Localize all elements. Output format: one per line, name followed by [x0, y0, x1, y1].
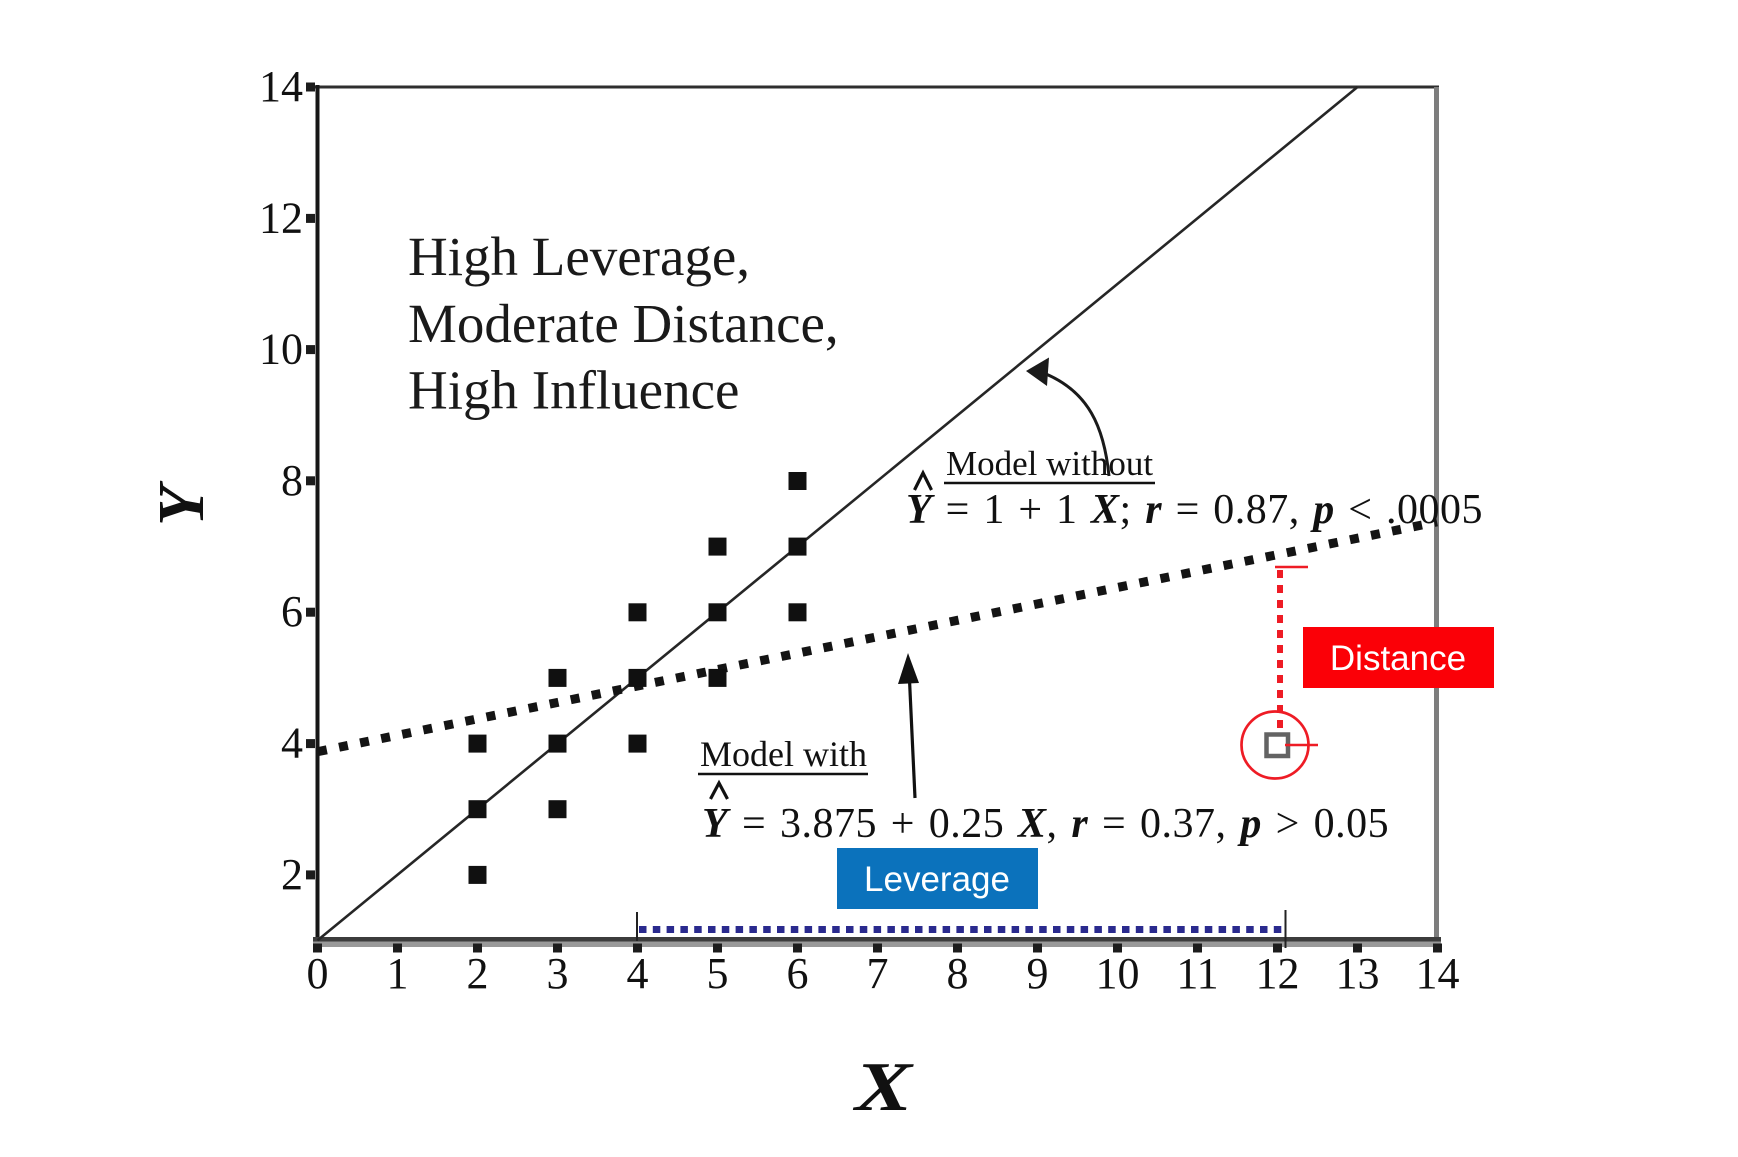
svg-text:Model with: Model with [700, 734, 867, 774]
svg-text:3: 3 [547, 949, 569, 998]
svg-text:Y = 3.875 + 0.25 X, r = 0.37,: Y = 3.875 + 0.25 X, r = 0.37, p > 0.05 [702, 801, 1389, 847]
svg-text:13: 13 [1336, 949, 1380, 998]
svg-text:5: 5 [707, 949, 729, 998]
svg-text:11: 11 [1176, 949, 1218, 998]
svg-text:4: 4 [627, 949, 649, 998]
svg-text:Moderate Distance,: Moderate Distance, [408, 293, 839, 354]
svg-text:14: 14 [1416, 949, 1460, 998]
svg-text:1: 1 [387, 949, 409, 998]
svg-text:12: 12 [1256, 949, 1300, 998]
svg-text:Y: Y [145, 480, 218, 526]
svg-text:12: 12 [259, 193, 303, 242]
svg-text:14: 14 [259, 62, 303, 111]
svg-text:0: 0 [307, 949, 329, 998]
svg-text:10: 10 [259, 325, 303, 374]
svg-text:High Leverage,: High Leverage, [408, 226, 750, 287]
svg-text:8: 8 [947, 949, 969, 998]
svg-text:X: X [853, 1049, 915, 1126]
svg-text:2: 2 [467, 949, 489, 998]
svg-text:Distance: Distance [1330, 639, 1466, 678]
svg-text:Leverage: Leverage [864, 860, 1010, 899]
svg-text:4: 4 [281, 719, 303, 768]
svg-text:6: 6 [787, 949, 809, 998]
svg-text:High Influence: High Influence [408, 360, 739, 421]
svg-text:Model without: Model without [946, 444, 1153, 483]
svg-text:10: 10 [1096, 949, 1140, 998]
svg-text:6: 6 [281, 587, 303, 636]
svg-text:Y = 1 + 1 X; r = 0.87, p < .00: Y = 1 + 1 X; r = 0.87, p < .0005 [906, 487, 1483, 533]
svg-text:7: 7 [867, 949, 889, 998]
svg-text:8: 8 [281, 456, 303, 505]
svg-text:9: 9 [1027, 949, 1049, 998]
svg-text:2: 2 [281, 850, 303, 899]
